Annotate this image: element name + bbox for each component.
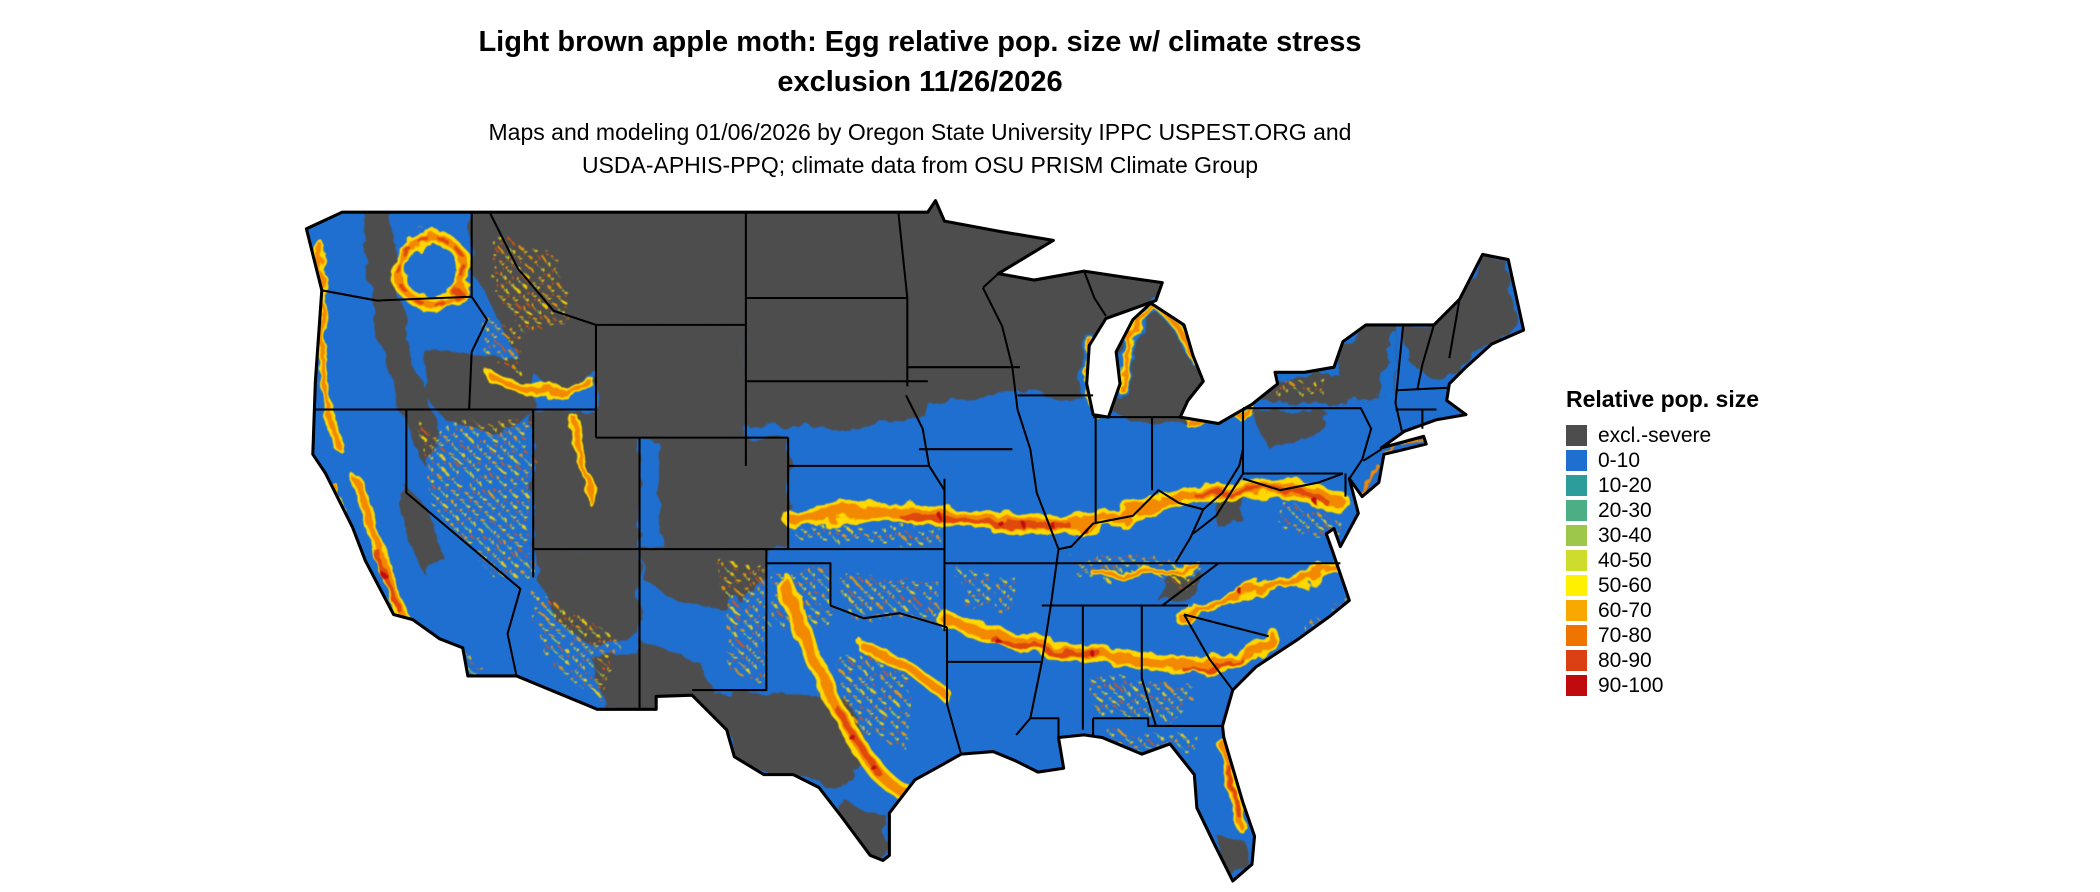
legend-swatch [1566,600,1587,621]
legend-swatch [1566,425,1587,446]
legend-item: 20-30 [1566,500,1759,521]
legend-swatch [1566,550,1587,571]
legend-label: 50-60 [1598,574,1652,597]
legend-title: Relative pop. size [1566,386,1760,412]
legend-swatch [1566,575,1587,596]
legend-label: 40-50 [1598,549,1652,572]
figure-subtitle-line1: Maps and modeling 01/06/2026 by Oregon S… [488,119,1352,145]
map-svg [304,199,1526,883]
legend-item: 80-90 [1566,650,1759,671]
legend-swatch [1566,625,1587,646]
figure-subtitle-line2: USDA-APHIS-PPQ; climate data from OSU PR… [581,152,1259,178]
legend-swatch [1566,500,1587,521]
legend-item: 60-70 [1566,600,1759,621]
legend-label: 80-90 [1598,649,1652,672]
legend-swatch [1566,675,1587,696]
figure-subtitle: Maps and modeling 01/06/2026 by Oregon S… [0,116,1840,182]
legend-swatch [1566,450,1587,471]
figure-title-line2: exclusion 11/26/2026 [777,66,1063,98]
legend-item: 0-10 [1566,450,1759,471]
legend-item: 10-20 [1566,475,1759,496]
figure-title-line1: Light brown apple moth: Egg relative pop… [478,26,1362,58]
legend-item: 30-40 [1566,525,1759,546]
legend-item: 70-80 [1566,625,1759,646]
legend-label: 60-70 [1598,599,1652,622]
legend-item: 90-100 [1566,675,1759,696]
legend-label: 70-80 [1598,624,1652,647]
legend-swatch [1566,475,1587,496]
legend-label: 0-10 [1598,449,1641,472]
legend-swatch [1566,525,1587,546]
legend-label: 10-20 [1598,474,1652,497]
map-legend: Relative pop. size excl.-severe 0-10 10-20… [1566,386,1759,696]
legend-label: 90-100 [1598,674,1664,697]
state-boundaries [315,211,1461,755]
legend-item: 50-60 [1566,575,1759,596]
figure-header: Light brown apple moth: Egg relative pop… [0,22,1840,182]
us-choropleth-map [300,198,1530,890]
legend-label: excl.-severe [1598,424,1712,447]
legend-items: excl.-severe 0-10 10-20 20-30 30-40 40-50 50-6… [1566,425,1759,696]
legend-label: 20-30 [1598,499,1652,522]
legend-item: 40-50 [1566,550,1759,571]
legend-swatch [1566,650,1587,671]
legend-label: 30-40 [1598,524,1652,547]
hot-red-specks [381,497,1318,768]
legend-item: excl.-severe [1566,425,1759,446]
